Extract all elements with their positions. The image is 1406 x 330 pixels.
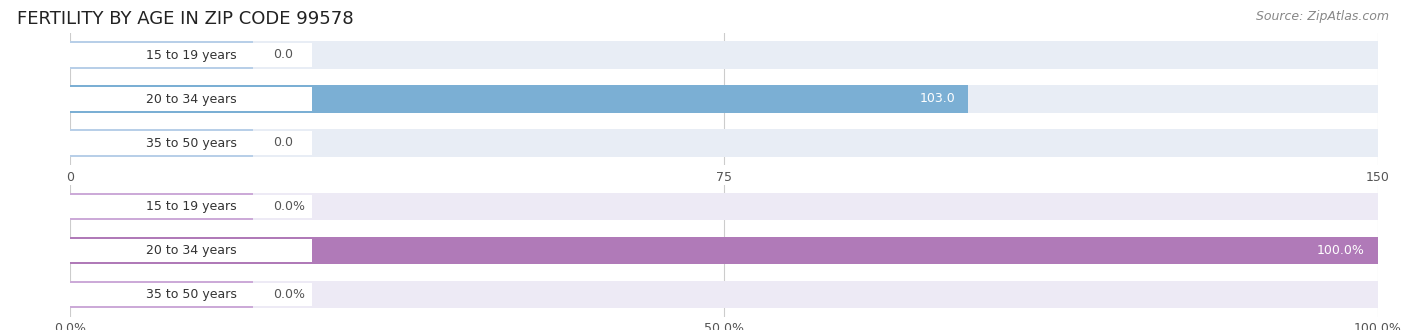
Bar: [70, 129, 1378, 157]
Bar: [70, 237, 1378, 264]
Text: FERTILITY BY AGE IN ZIP CODE 99578: FERTILITY BY AGE IN ZIP CODE 99578: [17, 10, 353, 28]
Text: 103.0: 103.0: [920, 92, 955, 106]
Bar: [70, 41, 253, 69]
Bar: [70, 281, 1378, 309]
Bar: [70, 87, 312, 111]
Text: 35 to 50 years: 35 to 50 years: [146, 288, 236, 301]
Text: 0.0%: 0.0%: [273, 200, 305, 213]
Bar: [70, 281, 253, 309]
Bar: [70, 283, 312, 306]
Text: 15 to 19 years: 15 to 19 years: [146, 49, 236, 61]
Text: Source: ZipAtlas.com: Source: ZipAtlas.com: [1256, 10, 1389, 23]
Bar: [70, 41, 1378, 69]
Text: 20 to 34 years: 20 to 34 years: [146, 92, 236, 106]
Bar: [70, 131, 312, 154]
Bar: [70, 193, 1378, 220]
Text: 0.0: 0.0: [273, 137, 292, 149]
Bar: [70, 85, 969, 113]
Bar: [70, 193, 253, 220]
Text: 20 to 34 years: 20 to 34 years: [146, 244, 236, 257]
Text: 0.0: 0.0: [273, 49, 292, 61]
Text: 100.0%: 100.0%: [1317, 244, 1365, 257]
Bar: [70, 237, 1378, 264]
Bar: [70, 85, 1378, 113]
Text: 15 to 19 years: 15 to 19 years: [146, 200, 236, 213]
Text: 35 to 50 years: 35 to 50 years: [146, 137, 236, 149]
Text: 0.0%: 0.0%: [273, 288, 305, 301]
Bar: [70, 129, 253, 157]
Bar: [70, 239, 312, 262]
Bar: [70, 195, 312, 218]
Bar: [70, 44, 312, 67]
